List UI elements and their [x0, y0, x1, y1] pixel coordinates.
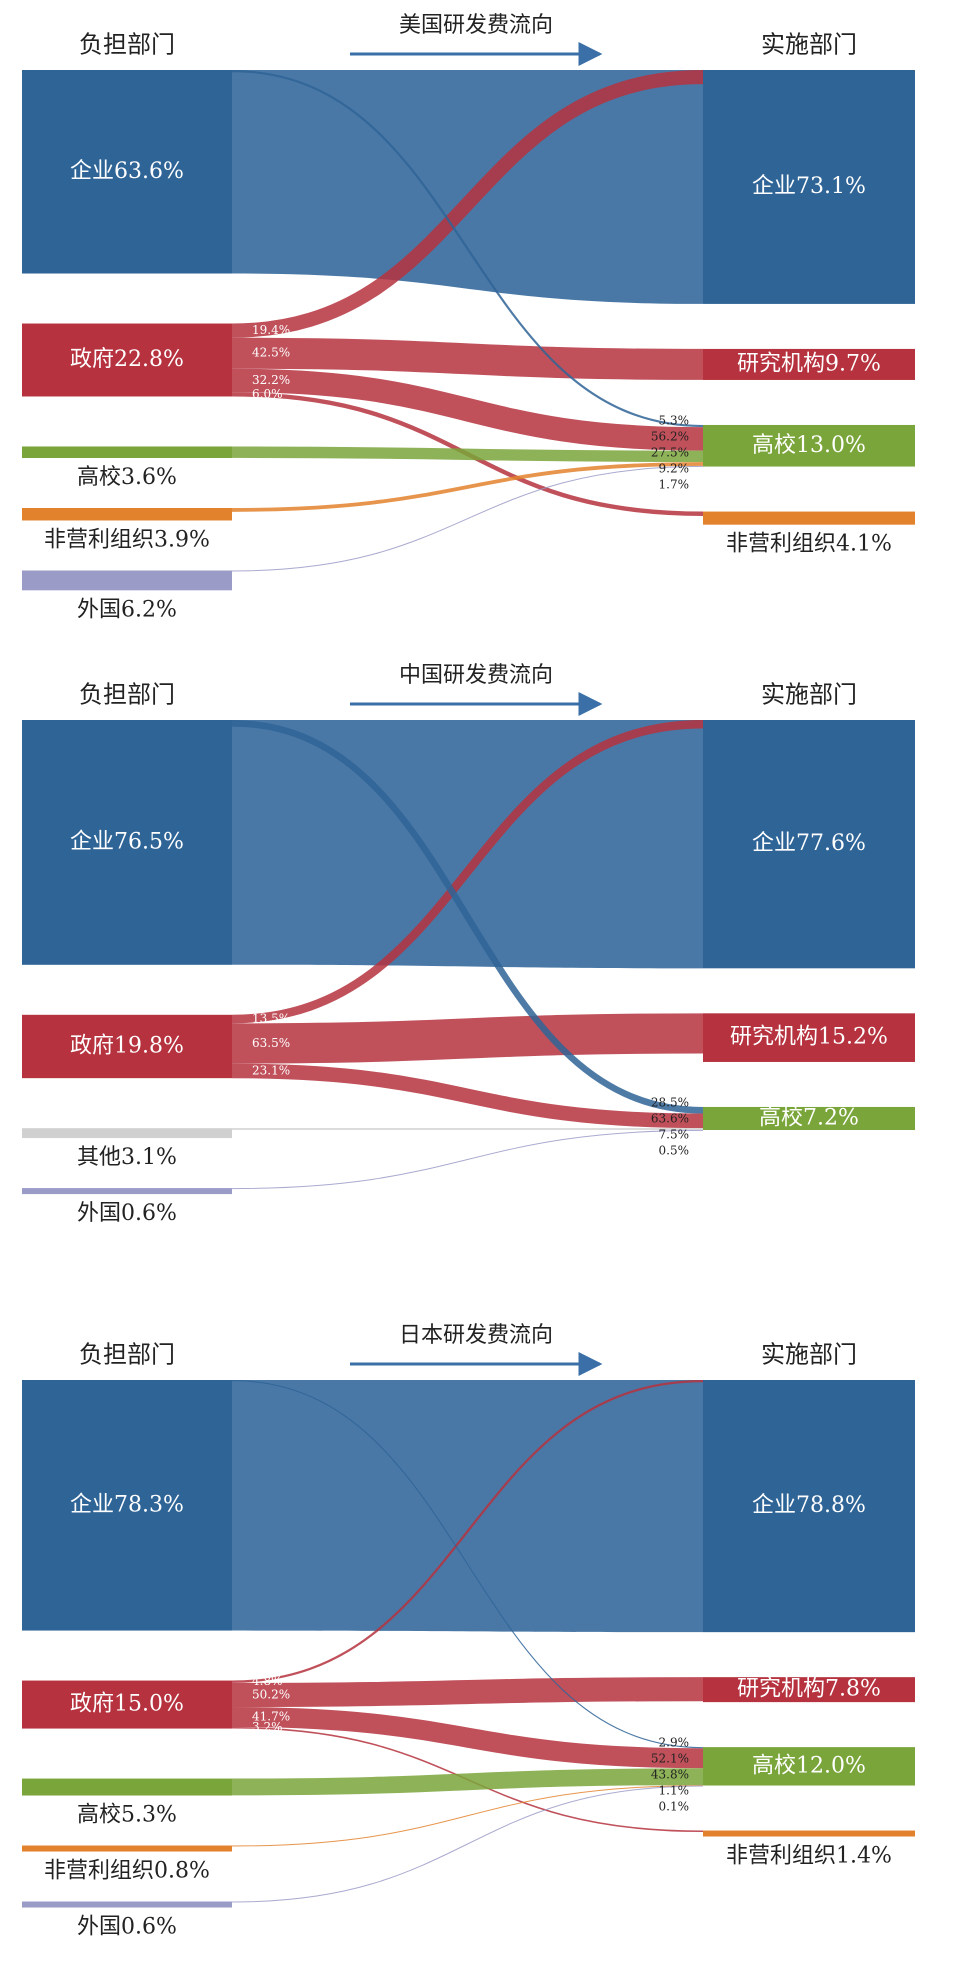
flow-label: 4.8%	[252, 1674, 283, 1688]
flow-label: 28.5%	[651, 1095, 689, 1109]
flow-label: 63.6%	[651, 1111, 689, 1125]
node-label: 政府15.0%	[70, 1692, 184, 1717]
title: 美国研发费流向	[399, 13, 553, 38]
flow-label: 43.8%	[651, 1768, 689, 1782]
source-node	[22, 508, 232, 520]
flow	[232, 353, 703, 364]
flow	[232, 1777, 703, 1787]
flow-label: 0.1%	[659, 1800, 690, 1814]
node-label: 企业63.6%	[70, 159, 184, 184]
flow-label: 56.2%	[651, 429, 689, 443]
source-node	[22, 1902, 232, 1908]
flow-label: 5.3%	[659, 413, 690, 427]
source-node	[22, 1779, 232, 1796]
title: 日本研发费流向	[399, 1323, 553, 1348]
source-node	[22, 1188, 232, 1194]
flow-label: 1.1%	[659, 1784, 690, 1798]
flow-label: 0.5%	[659, 1143, 690, 1157]
flow-label: 52.1%	[651, 1752, 689, 1766]
node-label: 政府19.8%	[70, 1033, 184, 1058]
node-label: 非营利组织0.8%	[44, 1859, 210, 1884]
target-header: 实施部门	[761, 31, 857, 59]
main-flow	[232, 720, 703, 968]
flow-label: 19.4%	[252, 323, 290, 337]
flow-label: 63.5%	[252, 1036, 290, 1050]
node-label: 研究机构15.2%	[730, 1025, 888, 1050]
target-header: 实施部门	[761, 681, 857, 709]
flow	[232, 1130, 703, 1188]
flow	[232, 1689, 703, 1695]
flow-label: 2.9%	[659, 1736, 690, 1750]
node-label: 高校7.2%	[759, 1105, 859, 1130]
source-header: 负担部门	[79, 31, 175, 59]
node-label: 企业73.1%	[752, 174, 866, 199]
node-label: 企业78.3%	[70, 1492, 184, 1517]
node-label: 高校13.0%	[752, 433, 866, 458]
node-label: 企业76.5%	[70, 829, 184, 854]
flow	[232, 466, 703, 571]
flow	[232, 452, 703, 456]
node-label: 外国6.2%	[77, 597, 177, 622]
source-node	[22, 1846, 232, 1852]
flow	[232, 1033, 703, 1043]
node-label: 高校5.3%	[77, 1803, 177, 1828]
node-label: 高校3.6%	[77, 465, 177, 490]
title: 中国研发费流向	[399, 663, 553, 688]
flow-label: 6.0%	[252, 387, 283, 401]
source-node	[22, 1128, 232, 1138]
flow-label: 1.7%	[659, 477, 690, 491]
flow	[232, 1717, 703, 1758]
node-label: 非营利组织4.1%	[726, 532, 892, 557]
main-flow	[232, 70, 703, 304]
node-label: 企业77.6%	[752, 831, 866, 856]
flow	[232, 380, 703, 438]
node-label: 研究机构9.7%	[737, 351, 881, 376]
node-label: 外国0.6%	[77, 1915, 177, 1940]
main-flow	[232, 1380, 703, 1632]
flow-label: 7.5%	[659, 1127, 690, 1141]
flow-label: 50.2%	[252, 1687, 290, 1701]
source-header: 负担部门	[79, 1341, 175, 1369]
flow-label: 3.2%	[252, 1720, 283, 1734]
target-node	[703, 1831, 915, 1837]
node-label: 非营利组织1.4%	[726, 1844, 892, 1869]
flow-label: 32.2%	[252, 373, 290, 387]
node-label: 外国0.6%	[77, 1201, 177, 1226]
source-node	[22, 570, 232, 590]
node-label: 研究机构7.8%	[737, 1677, 881, 1702]
flow-label: 23.1%	[252, 1063, 290, 1077]
node-label: 高校12.0%	[752, 1753, 866, 1778]
target-header: 实施部门	[761, 1341, 857, 1369]
flow-label: 27.5%	[651, 445, 689, 459]
node-label: 政府22.8%	[70, 347, 184, 372]
flow	[232, 464, 703, 510]
source-header: 负担部门	[79, 681, 175, 709]
node-label: 其他3.1%	[77, 1145, 177, 1170]
node-label: 非营利组织3.9%	[44, 527, 210, 552]
flow-label: 9.2%	[659, 461, 690, 475]
flow-label: 42.5%	[252, 346, 290, 360]
node-label: 企业78.8%	[752, 1493, 866, 1518]
flow-label: 13.5%	[252, 1012, 290, 1026]
source-node	[22, 446, 232, 458]
target-node	[703, 512, 915, 525]
